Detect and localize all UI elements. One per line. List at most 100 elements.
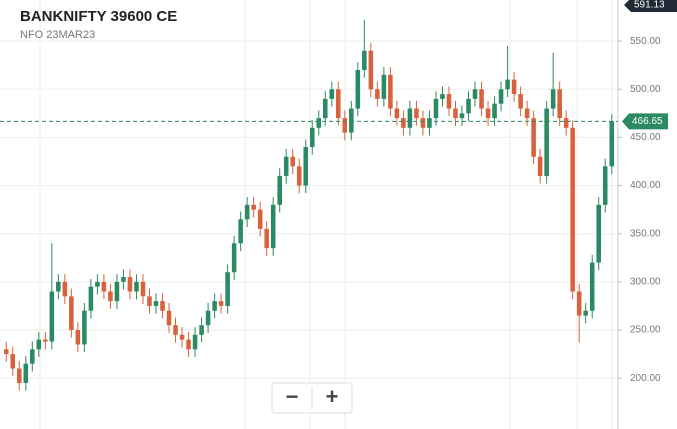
candle-body [225, 272, 230, 306]
y-tick-label: 350.00 [630, 228, 661, 239]
candle-body [401, 118, 406, 128]
candle-body [251, 204, 256, 210]
candle-body [427, 118, 432, 128]
candle-body [479, 89, 484, 109]
candle-body [140, 281, 146, 297]
candle-body [355, 70, 361, 109]
candle-body [589, 262, 595, 311]
candle-body [75, 330, 81, 345]
zoom-controls: − + [271, 382, 353, 414]
y-tick-label: 250.00 [630, 325, 661, 336]
candle-body [82, 310, 87, 345]
candle-body [108, 291, 113, 302]
candle-body [16, 368, 22, 383]
candle-body [524, 108, 530, 119]
candle-body [531, 118, 536, 157]
candle-body [388, 74, 393, 109]
candle-body [257, 209, 263, 229]
y-tick-label: 550.00 [630, 36, 661, 47]
candle-body [69, 296, 74, 331]
candle-body [420, 118, 426, 128]
candle-body [49, 291, 55, 342]
y-tick-label: 400.00 [630, 180, 661, 191]
zoom-in-button[interactable]: + [326, 384, 339, 409]
candle-body [95, 281, 100, 287]
candle-body [349, 108, 354, 133]
candle-body [583, 310, 588, 316]
candle-body [518, 94, 523, 109]
candle-body [43, 339, 48, 342]
candle-body [3, 349, 9, 355]
y-tick-label: 300.00 [630, 276, 661, 287]
candle-body [238, 219, 243, 244]
candle-body [375, 89, 380, 99]
v-grid [39, 0, 613, 429]
candle-body [576, 291, 582, 316]
y-tick-label: 450.00 [630, 132, 661, 143]
candle-body [407, 108, 413, 128]
chart-subtitle: NFO 23MAR23 [20, 29, 95, 41]
candle-body [56, 281, 61, 292]
candle-body [537, 156, 543, 176]
candle-body [485, 108, 491, 119]
candle-body [173, 325, 178, 335]
candle-body [602, 166, 608, 205]
candle-body [336, 89, 341, 119]
candle-body [264, 228, 269, 249]
candle-body [446, 94, 452, 109]
candle-body [121, 277, 126, 282]
candle-body [218, 301, 224, 306]
candle-body [342, 118, 348, 133]
candle-body [570, 127, 575, 292]
candle-body [10, 354, 16, 369]
candle-body [433, 98, 439, 119]
candle-body [134, 281, 139, 292]
candle-body [231, 243, 237, 273]
candle-body [270, 204, 276, 249]
candle-body [394, 108, 400, 119]
candle-body [596, 204, 602, 263]
zoom-out-button[interactable]: − [286, 384, 299, 409]
candle-body [303, 147, 309, 186]
candle-body [329, 89, 335, 99]
top-price-label: 591.13 [634, 0, 665, 11]
candle-body [550, 89, 556, 109]
candle-body [186, 339, 191, 350]
candle-body [62, 281, 68, 297]
candle-body [544, 108, 549, 176]
candle-body [192, 334, 198, 350]
candle-body [505, 79, 510, 90]
candle-body [179, 334, 185, 340]
last-price-label: 466.65 [632, 116, 663, 127]
candle-body [492, 103, 497, 119]
candle-body [283, 156, 289, 176]
candle-body [153, 301, 159, 306]
candle-body [557, 89, 562, 119]
candle-body [166, 310, 172, 326]
candle-body [368, 50, 374, 90]
candle-body [101, 281, 107, 292]
candle-body [205, 310, 211, 326]
candle-body [362, 50, 367, 71]
candle-body [453, 108, 458, 119]
candle-body [244, 204, 250, 220]
candle-body [309, 127, 315, 148]
chart-title: BANKNIFTY 39600 CE [20, 8, 177, 25]
candle-body [511, 79, 517, 95]
candle-body [414, 108, 419, 119]
candle-body [290, 156, 296, 167]
y-tick-label: 500.00 [630, 84, 661, 95]
candle-body [322, 98, 328, 119]
top-price-box: 591.13 [624, 0, 677, 12]
candle-body [498, 89, 504, 104]
candle-body [296, 166, 302, 186]
candle-body [466, 98, 471, 114]
top-price-bg [624, 0, 677, 12]
candle-body [199, 325, 204, 335]
candle-body [381, 74, 387, 99]
candle-body [30, 349, 35, 364]
candle-body [316, 118, 322, 128]
